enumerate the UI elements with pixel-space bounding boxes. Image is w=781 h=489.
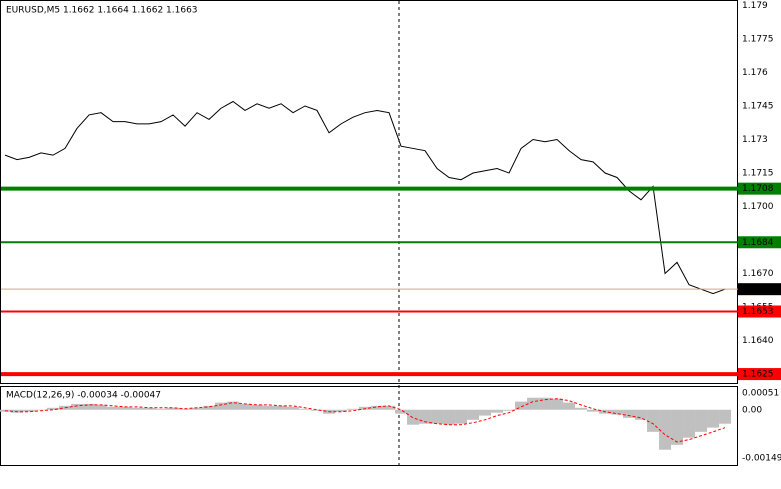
- level-label: 1.1653: [742, 307, 774, 317]
- level-label: 1.1684: [742, 238, 774, 248]
- macd-bar: [131, 407, 144, 410]
- macd-bar: [275, 405, 288, 410]
- macd-bar: [671, 409, 684, 445]
- macd-bar: [419, 409, 432, 424]
- macd-bar: [527, 397, 540, 410]
- macd-bar: [683, 409, 696, 438]
- macd-bar: [383, 405, 396, 410]
- signal-line: [4, 398, 726, 443]
- price-line: [4, 100, 726, 295]
- y-tick-label: 0.00: [742, 405, 762, 415]
- y-tick-label: -0.00149: [742, 454, 781, 464]
- macd-bar: [71, 403, 84, 410]
- level-label: 1.1625: [742, 370, 774, 380]
- y-tick-label: 1.173: [742, 135, 768, 145]
- macd-pane: [0, 386, 738, 466]
- macd-bar: [143, 407, 156, 410]
- macd-bar: [107, 406, 120, 410]
- macd-bar: [515, 401, 528, 410]
- macd-bar: [371, 405, 384, 410]
- macd-bar: [587, 409, 600, 412]
- macd-bar: [659, 409, 672, 450]
- macd-bar: [119, 406, 132, 410]
- level-label-bg: [738, 283, 781, 296]
- macd-bar: [443, 409, 456, 425]
- macd-bar: [287, 406, 300, 410]
- price-pane: [0, 0, 738, 384]
- macd-bar: [47, 407, 60, 410]
- macd-bar: [455, 409, 468, 424]
- macd-bar: [623, 409, 636, 418]
- chart-title: EURUSD,M5 1.1662 1.1664 1.1662 1.1663: [6, 6, 198, 16]
- macd-bar: [83, 403, 96, 410]
- level-label: 1.1663: [742, 285, 774, 295]
- macd-bar: [311, 409, 324, 411]
- macd-bar: [215, 402, 228, 410]
- macd-bar: [347, 408, 360, 410]
- macd-bar: [647, 409, 660, 432]
- macd-bar: [551, 398, 564, 410]
- y-tick-label: 1.176: [742, 68, 768, 78]
- macd-bar: [227, 401, 240, 410]
- macd-bar: [695, 409, 708, 432]
- macd-bar: [35, 409, 48, 411]
- y-tick-label: 0.00051: [742, 389, 779, 399]
- macd-bar: [719, 409, 732, 424]
- macd-bar: [563, 402, 576, 410]
- level-label: 1.1708: [742, 184, 774, 194]
- level-label-bg: [738, 305, 781, 318]
- level-label-bg: [738, 236, 781, 249]
- macd-bar: [239, 403, 252, 410]
- level-label-bg: [738, 368, 781, 381]
- macd-bar: [167, 407, 180, 410]
- macd-bar: [263, 405, 276, 410]
- y-tick-label: 1.1640: [742, 336, 774, 346]
- macd-bar: [395, 409, 408, 414]
- macd-bar: [203, 405, 216, 410]
- macd-bar: [539, 397, 552, 410]
- y-tick-label: 1.179: [742, 1, 768, 11]
- y-tick-label: 1.1745: [742, 101, 774, 111]
- macd-bar: [611, 409, 624, 415]
- macd-bar: [431, 409, 444, 424]
- macd-bar: [23, 409, 36, 412]
- macd-bar: [707, 409, 720, 428]
- level-label-bg: [738, 182, 781, 195]
- macd-bar: [191, 407, 204, 410]
- macd-bar: [467, 409, 480, 420]
- macd-bar: [491, 409, 504, 413]
- macd-bar: [299, 408, 312, 410]
- macd-bar: [575, 407, 588, 410]
- y-tick-label: 1.1775: [742, 34, 774, 44]
- y-tick-label: 1.1670: [742, 269, 774, 279]
- y-tick-label: 1.1700: [742, 202, 774, 212]
- macd-bar: [407, 409, 420, 425]
- macd-bar: [155, 408, 168, 410]
- macd-bar: [503, 409, 516, 411]
- macd-bar: [479, 409, 492, 416]
- macd-title: MACD(12,26,9) -0.00034 -0.00047: [6, 391, 161, 401]
- y-tick-label: 1.1715: [742, 169, 774, 179]
- macd-bar: [635, 409, 648, 420]
- macd-bar: [251, 404, 264, 410]
- macd-bar: [95, 404, 108, 410]
- macd-bar: [335, 409, 348, 412]
